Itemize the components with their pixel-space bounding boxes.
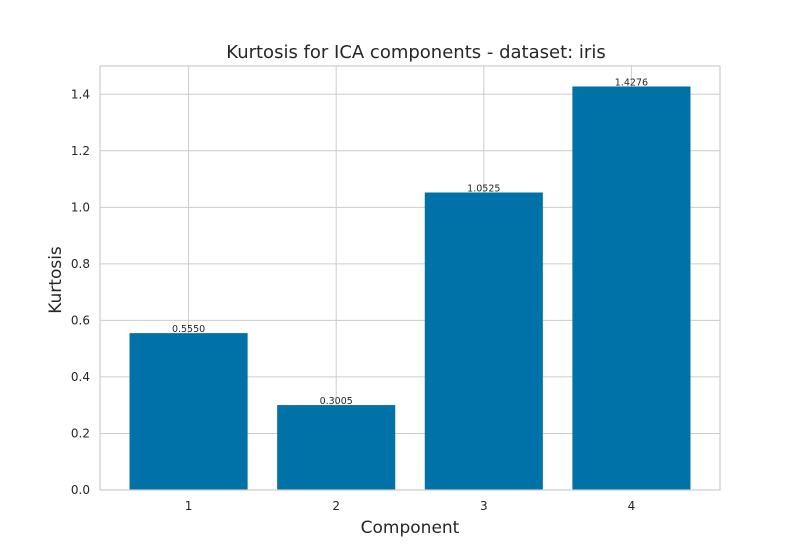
- y-tick-label: 0.2: [71, 426, 90, 440]
- y-tick-label: 0.0: [71, 483, 90, 497]
- x-tick-label: 2: [332, 499, 340, 513]
- bar-value-label: 1.0525: [467, 183, 500, 194]
- y-tick-label: 0.6: [71, 313, 90, 327]
- bar-layer: [129, 86, 691, 491]
- bar-component-2: [277, 405, 396, 490]
- x-tick-label: 4: [628, 499, 636, 513]
- plot-frame: [99, 65, 721, 491]
- y-tick-label: 1.0: [71, 200, 90, 214]
- y-tick-label: 1.4: [71, 87, 90, 101]
- bar-value-label: 1.4276: [615, 77, 648, 88]
- bar-component-3: [424, 192, 543, 490]
- y-tick-label: 0.8: [71, 257, 90, 271]
- x-axis-label: Component: [361, 518, 460, 538]
- x-tick-label: 1: [185, 499, 193, 513]
- bar-component-1: [129, 333, 248, 490]
- y-tick-label: 0.4: [71, 370, 90, 384]
- x-tick-label: 3: [480, 499, 488, 513]
- bar-component-4: [572, 86, 691, 491]
- y-axis-label: Kurtosis: [46, 246, 66, 314]
- bar-value-label: 0.5550: [172, 324, 205, 335]
- chart-title: Kurtosis for ICA components - dataset: i…: [226, 42, 605, 63]
- tick-label-layer: 0.0 0.2 0.4 0.6 0.8 1.0 1.2 1.4 1 2 3 4: [71, 87, 635, 513]
- y-tick-label: 1.2: [71, 144, 90, 158]
- data-label-layer: 0.5550 0.3005 1.0525 1.4276: [172, 77, 648, 407]
- bar-value-label: 0.3005: [320, 396, 353, 407]
